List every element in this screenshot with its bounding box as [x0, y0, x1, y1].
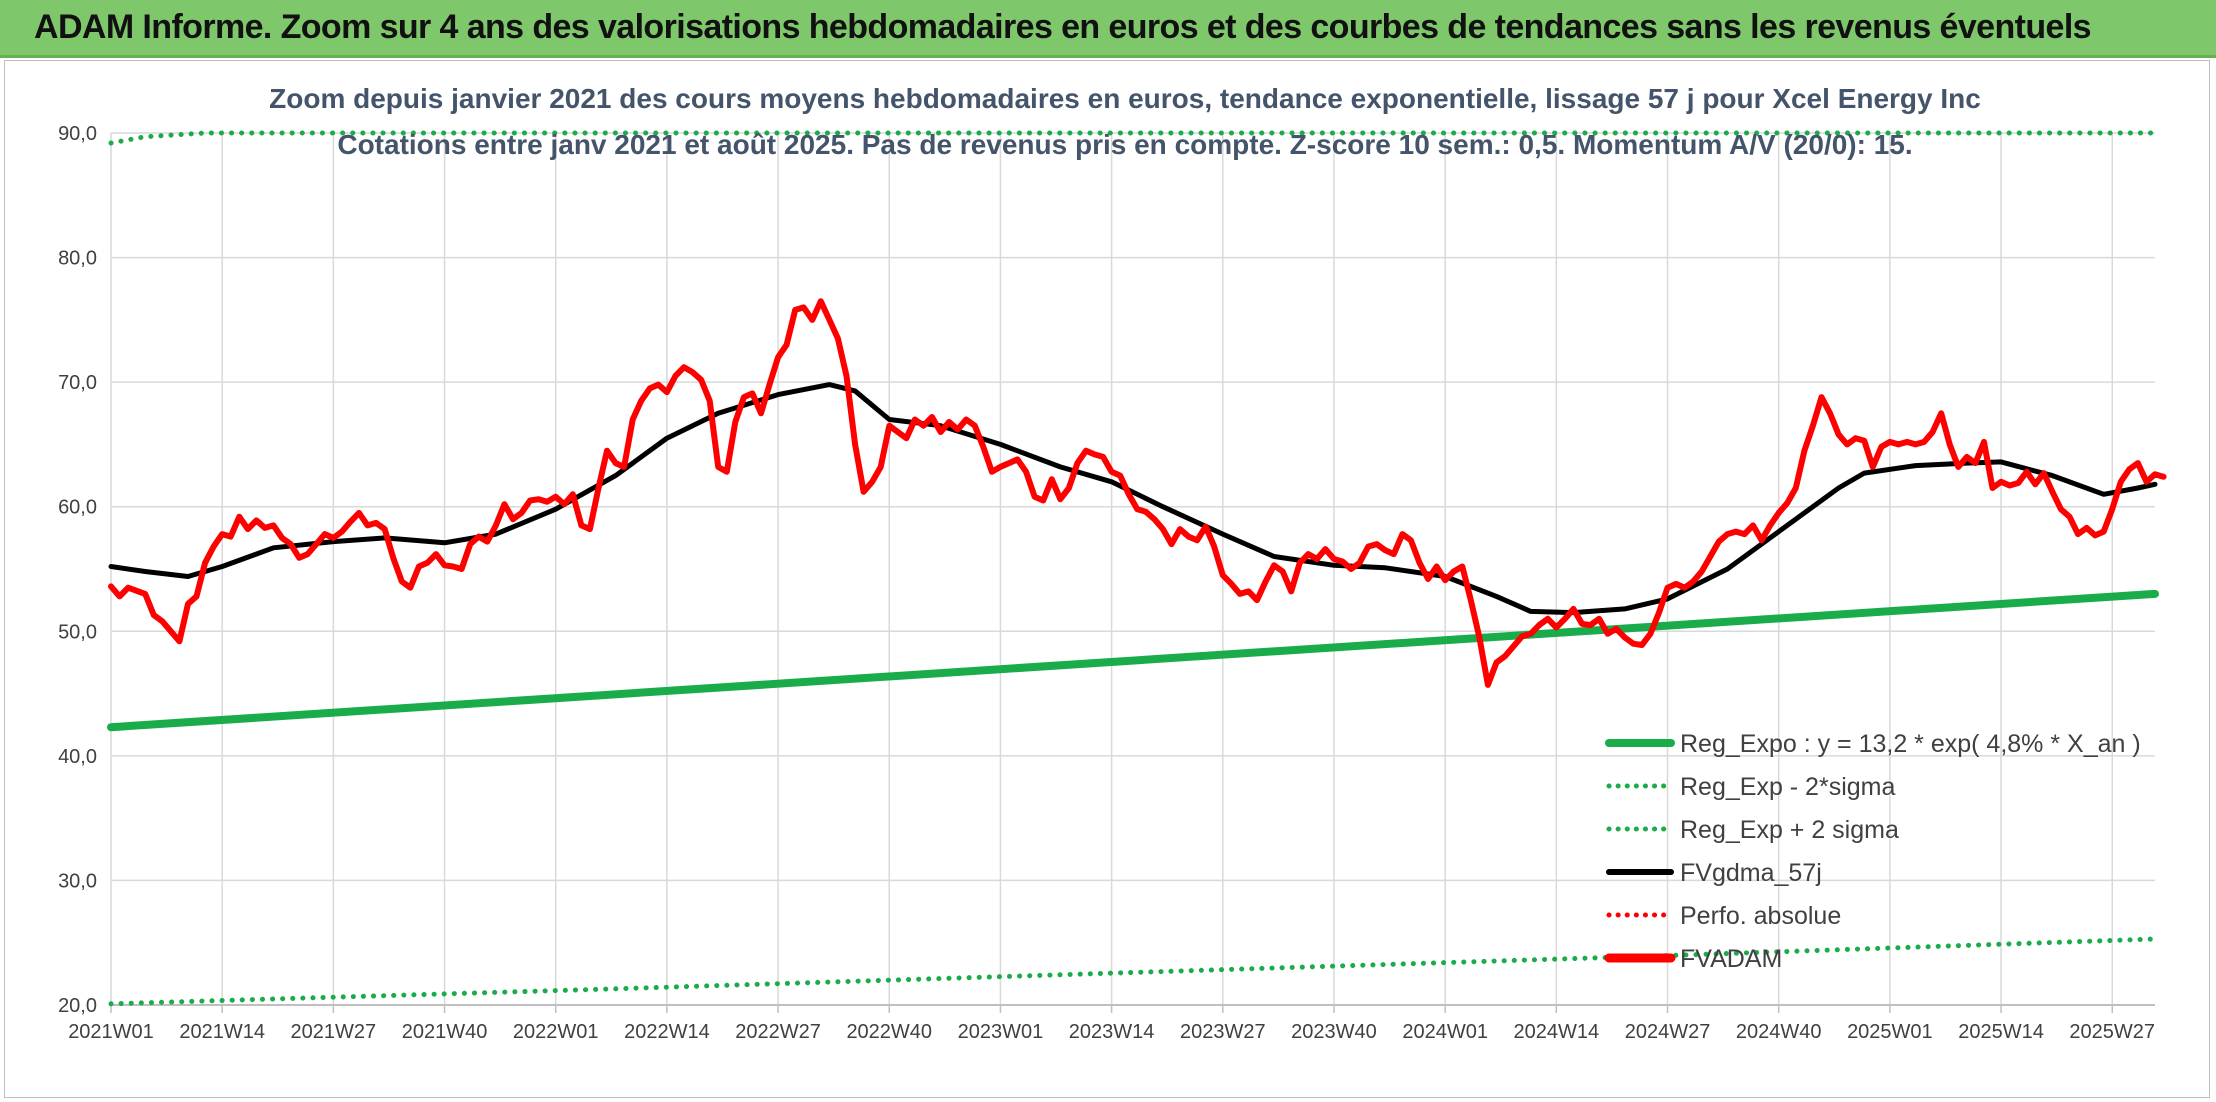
chart-frame: 20,0 30,0 40,0 50,0 60,0 70,0 80,0 90,0 2021W01…	[4, 60, 2210, 1098]
x-tick-label: 2024W40	[1736, 1021, 1822, 1043]
y-tick-label: 20,0	[58, 995, 97, 1017]
series-line-2	[108, 130, 2158, 146]
x-tick-label: 2022W14	[624, 1021, 710, 1043]
report-title: ADAM Informe. Zoom sur 4 ans des valoris…	[34, 8, 2092, 46]
x-tick-label: 2024W14	[1514, 1021, 1600, 1043]
x-tick-label: 2023W01	[958, 1021, 1044, 1043]
chart-title: Zoom depuis janvier 2021 des cours moyen…	[269, 83, 1981, 114]
y-tick-label: 70,0	[58, 372, 97, 394]
x-tick-label: 2025W14	[1958, 1021, 2044, 1043]
x-tick-label: 2021W40	[402, 1021, 488, 1043]
series-line-5	[108, 298, 2167, 688]
legend-label: Reg_Exp - 2*sigma	[1680, 773, 1895, 801]
y-tick-label: 30,0	[58, 870, 97, 892]
y-tick-label: 50,0	[58, 621, 97, 643]
x-tick-label: 2025W27	[2069, 1021, 2155, 1043]
legend-label: Reg_Expo : y = 13,2 * exp( 4,8% * X_an )	[1680, 730, 2141, 758]
legend-label: FVgdma_57j	[1680, 859, 1822, 887]
y-tick-label: 80,0	[58, 248, 97, 270]
report-header: ADAM Informe. Zoom sur 4 ans des valoris…	[0, 0, 2216, 58]
series-line-3	[108, 382, 2158, 616]
legend-label: Perfo. absolue	[1680, 902, 1841, 930]
y-tick-label: 60,0	[58, 497, 97, 519]
x-tick-label: 2021W14	[179, 1021, 265, 1043]
series-line-1	[108, 936, 2158, 1007]
x-axis: 2021W01 2021W14 2021W27 2021W40 2022W01 2022W…	[68, 1021, 2155, 1043]
x-tick-label: 2024W01	[1402, 1021, 1488, 1043]
chart: 20,0 30,0 40,0 50,0 60,0 70,0 80,0 90,0 2021W01…	[58, 83, 2167, 1043]
series-line-0	[107, 589, 2159, 732]
y-tick-label: 90,0	[58, 123, 97, 145]
legend-label: Reg_Exp + 2 sigma	[1680, 816, 1899, 844]
legend: Reg_Expo : y = 13,2 * exp( 4,8% * X_an )…	[1604, 730, 2141, 973]
chart-subtitle: Cotations entre janv 2021 et août 2025. …	[337, 129, 1912, 160]
x-tick-label: 2023W40	[1291, 1021, 1377, 1043]
y-axis: 20,0 30,0 40,0 50,0 60,0 70,0 80,0 90,0	[58, 123, 97, 1017]
x-tick-label: 2025W01	[1847, 1021, 1933, 1043]
legend-label: FVADAM	[1680, 945, 1782, 973]
x-tick-label: 2022W01	[513, 1021, 599, 1043]
series-lines	[107, 130, 2167, 1007]
x-tick-label: 2023W27	[1180, 1021, 1266, 1043]
x-tick-label: 2021W27	[291, 1021, 377, 1043]
x-tick-label: 2022W40	[846, 1021, 932, 1043]
x-tick-label: 2022W27	[735, 1021, 821, 1043]
gridlines	[110, 132, 2155, 1013]
x-tick-label: 2021W01	[68, 1021, 154, 1043]
x-tick-label: 2023W14	[1069, 1021, 1155, 1043]
x-tick-label: 2024W27	[1625, 1021, 1711, 1043]
y-tick-label: 40,0	[58, 746, 97, 768]
